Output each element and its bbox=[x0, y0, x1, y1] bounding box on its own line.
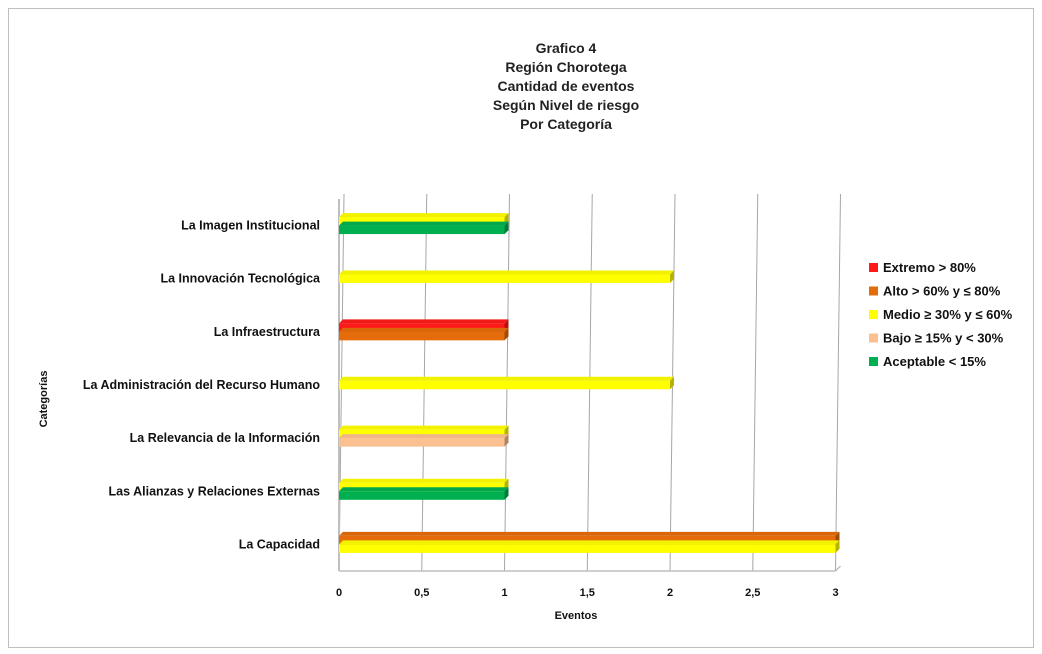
legend-swatch bbox=[869, 310, 878, 319]
bar-front-face bbox=[339, 274, 670, 283]
x-tick-label: 0,5 bbox=[414, 587, 429, 599]
bar bbox=[339, 221, 509, 235]
bar bbox=[339, 540, 840, 553]
chart-title-line: Grafico 4 bbox=[536, 40, 597, 56]
bar-front-face bbox=[339, 225, 505, 235]
bar-top-face bbox=[339, 531, 840, 536]
x-tick-label: 2 bbox=[667, 587, 673, 599]
legend-label: Alto > 60% y ≤ 80% bbox=[883, 284, 1001, 299]
category-label: La Innovación Tecnológica bbox=[160, 272, 321, 286]
legend: Extremo > 80% Alto > 60% y ≤ 80% Medio ≥ 3… bbox=[869, 260, 1013, 369]
bar bbox=[339, 270, 674, 283]
chart-title-line: Según Nivel de riesgo bbox=[493, 97, 639, 113]
x-tick-label: 2,5 bbox=[745, 587, 760, 599]
legend-swatch bbox=[869, 263, 878, 272]
category-label: La Capacidad bbox=[239, 537, 320, 551]
x-axis-depth-line bbox=[834, 565, 842, 572]
bar-end-face bbox=[504, 487, 509, 500]
chart-title-line: Por Categoría bbox=[520, 116, 612, 132]
bar-front-face bbox=[339, 491, 505, 500]
x-axis-ticks: 0 0,5 1 1,5 2 2,5 3 bbox=[336, 587, 839, 599]
x-tick-label: 1 bbox=[501, 587, 507, 599]
category-label: Las Alianzas y Relaciones Externas bbox=[109, 484, 320, 498]
bar-top-face bbox=[339, 213, 509, 218]
bar-end-face bbox=[504, 221, 509, 235]
category-label: La Administración del Recurso Humano bbox=[83, 378, 320, 392]
bar bbox=[339, 487, 509, 500]
bar-top-face bbox=[339, 221, 509, 226]
chart-svg: Grafico 4 Región Chorotega Cantidad de eve… bbox=[38, 40, 1013, 622]
legend-label: Bajo ≥ 15% y < 30% bbox=[883, 331, 1004, 346]
x-tick-label: 1,5 bbox=[580, 587, 595, 599]
gridline bbox=[835, 193, 841, 572]
bar-end-face bbox=[670, 270, 674, 283]
bar-front-face bbox=[339, 482, 505, 492]
legend-swatch bbox=[869, 286, 878, 296]
bar-front-face bbox=[339, 331, 505, 341]
bars bbox=[339, 213, 840, 553]
bar-top-face bbox=[339, 319, 509, 324]
bar-front-face bbox=[339, 544, 836, 553]
legend-label: Aceptable < 15% bbox=[883, 354, 986, 369]
category-labels: La Imagen Institucional La Innovación Tec… bbox=[83, 219, 321, 552]
bar bbox=[339, 434, 509, 447]
bar-end-face bbox=[670, 376, 674, 390]
bar-front-face bbox=[339, 217, 505, 226]
x-tick-label: 0 bbox=[336, 587, 342, 599]
bar-front-face bbox=[339, 438, 505, 447]
bar bbox=[339, 327, 509, 341]
category-label: La Relevancia de la Información bbox=[130, 431, 320, 445]
chart-title-line: Región Chorotega bbox=[505, 59, 627, 75]
bar-top-face bbox=[339, 376, 674, 381]
bar-top-face bbox=[339, 434, 509, 439]
legend-swatch bbox=[869, 357, 878, 366]
category-label: La Imagen Institucional bbox=[181, 219, 320, 233]
chart-title: Grafico 4 Región Chorotega Cantidad de eve… bbox=[493, 40, 639, 132]
bar-end-face bbox=[835, 540, 840, 553]
y-axis-title: Categorías bbox=[38, 371, 50, 428]
bar-end-face bbox=[504, 327, 509, 341]
legend-label: Extremo > 80% bbox=[883, 260, 976, 275]
bar-end-face bbox=[504, 434, 509, 447]
gridline bbox=[752, 193, 759, 572]
bar-top-face bbox=[339, 540, 840, 545]
x-axis-title: Eventos bbox=[555, 610, 598, 622]
bar-top-face bbox=[339, 270, 674, 275]
chart-title-line: Cantidad de eventos bbox=[498, 78, 635, 94]
bar-front-face bbox=[339, 429, 505, 439]
bar-front-face bbox=[339, 323, 505, 332]
legend-swatch bbox=[869, 333, 878, 343]
bar-top-face bbox=[339, 327, 509, 332]
legend-label: Medio ≥ 30% y ≤ 60% bbox=[883, 307, 1013, 322]
bar bbox=[339, 425, 509, 439]
bar-front-face bbox=[339, 535, 836, 545]
chart-frame: Grafico 4 Región Chorotega Cantidad de eve… bbox=[8, 8, 1034, 648]
bar-front-face bbox=[339, 380, 670, 390]
bar-top-face bbox=[339, 478, 509, 483]
bar-top-face bbox=[339, 425, 509, 430]
bar-top-face bbox=[339, 487, 509, 492]
x-tick-label: 3 bbox=[832, 587, 838, 599]
category-label: La Infraestructura bbox=[214, 325, 321, 339]
bar bbox=[339, 376, 674, 390]
